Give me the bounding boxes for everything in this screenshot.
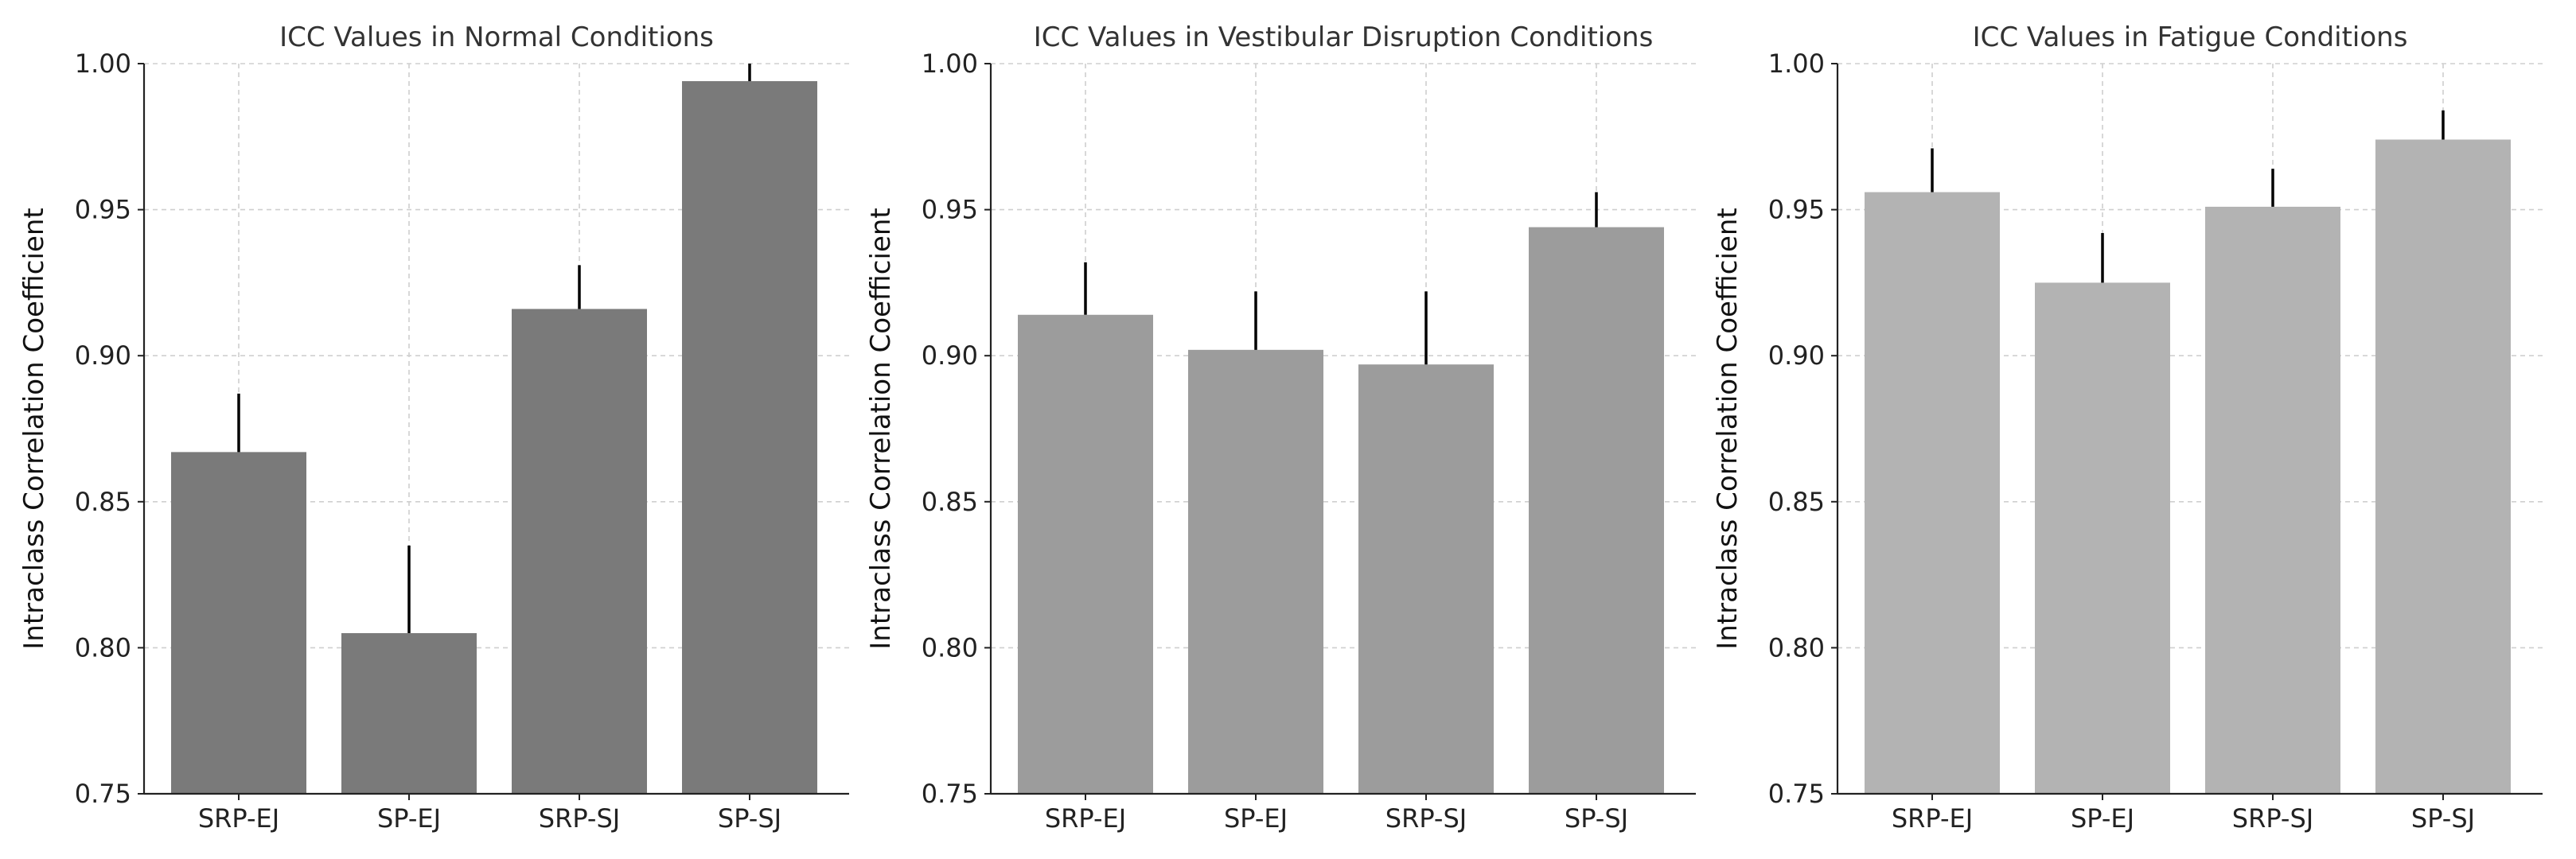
bar-sp-ej (1188, 349, 1323, 795)
chart-title: ICC Values in Normal Conditions (279, 21, 714, 53)
bar-sp-sj (682, 81, 817, 795)
x-tick-label: SP-SJ (1565, 803, 1628, 834)
x-tick-label: SRP-SJ (539, 803, 620, 834)
x-tick-label: SP-EJ (2071, 803, 2134, 834)
y-tick-label: 1.00 (1768, 49, 1825, 79)
y-tick-label: 0.95 (75, 195, 131, 225)
bar-srp-ej (1018, 314, 1153, 794)
x-tick-label: SRP-EJ (1892, 803, 1973, 834)
y-tick-label: 0.85 (75, 487, 131, 517)
y-axis-label: Intraclass Correlation Coefficient (1712, 208, 1744, 650)
bar-sp-sj (2375, 139, 2511, 795)
y-tick-label: 0.80 (1768, 632, 1825, 663)
y-tick-label: 0.80 (922, 632, 978, 663)
bar-sp-ej (2035, 282, 2170, 794)
bar-srp-ej (1865, 192, 2000, 794)
chart-title: ICC Values in Vestibular Disruption Cond… (1034, 21, 1654, 53)
y-tick-label: 0.75 (75, 779, 131, 809)
y-tick-label: 0.80 (75, 632, 131, 663)
bar-srp-sj (1358, 364, 1494, 794)
x-tick-label: SRP-EJ (1045, 803, 1126, 834)
y-tick-label: 1.00 (75, 49, 131, 79)
bar-srp-ej (171, 452, 306, 794)
y-axis-label: Intraclass Correlation Coefficient (865, 208, 897, 650)
x-tick-label: SP-SJ (718, 803, 781, 834)
bar-srp-sj (512, 309, 647, 794)
x-tick-label: SRP-EJ (198, 803, 279, 834)
y-tick-label: 1.00 (922, 49, 978, 79)
y-tick-label: 0.95 (1768, 195, 1825, 225)
bar-srp-sj (2205, 206, 2340, 794)
x-tick-label: SRP-SJ (2232, 803, 2313, 834)
x-tick-label: SRP-SJ (1385, 803, 1467, 834)
y-tick-label: 0.85 (1768, 487, 1825, 517)
y-tick-label: 0.90 (75, 340, 131, 371)
bar-sp-ej (341, 633, 477, 794)
y-tick-label: 0.85 (922, 487, 978, 517)
y-tick-label: 0.95 (922, 195, 978, 225)
y-tick-label: 0.90 (922, 340, 978, 371)
x-tick-label: SP-SJ (2411, 803, 2475, 834)
y-axis-label: Intraclass Correlation Coefficient (18, 208, 50, 650)
y-tick-label: 0.75 (1768, 779, 1825, 809)
chart-panel-fatigue: 0.75 0.80 0.85 0.90 0.95 1.00 SRP-EJ SP-EJ SRP-S… (1712, 21, 2543, 834)
x-tick-label: SP-EJ (377, 803, 441, 834)
x-tick-label: SP-EJ (1224, 803, 1288, 834)
bar-sp-sj (1529, 227, 1664, 794)
y-tick-label: 0.75 (922, 779, 978, 809)
chart-panel-normal: 0.75 0.80 0.85 0.90 0.95 1.00 SRP-EJ SP-EJ SRP-S… (18, 21, 849, 834)
chart-title: ICC Values in Fatigue Conditions (1973, 21, 2408, 53)
y-tick-label: 0.90 (1768, 340, 1825, 371)
chart-panel-vestibular: 0.75 0.80 0.85 0.90 0.95 1.00 SRP-EJ SP-EJ SRP-S… (865, 21, 1696, 834)
